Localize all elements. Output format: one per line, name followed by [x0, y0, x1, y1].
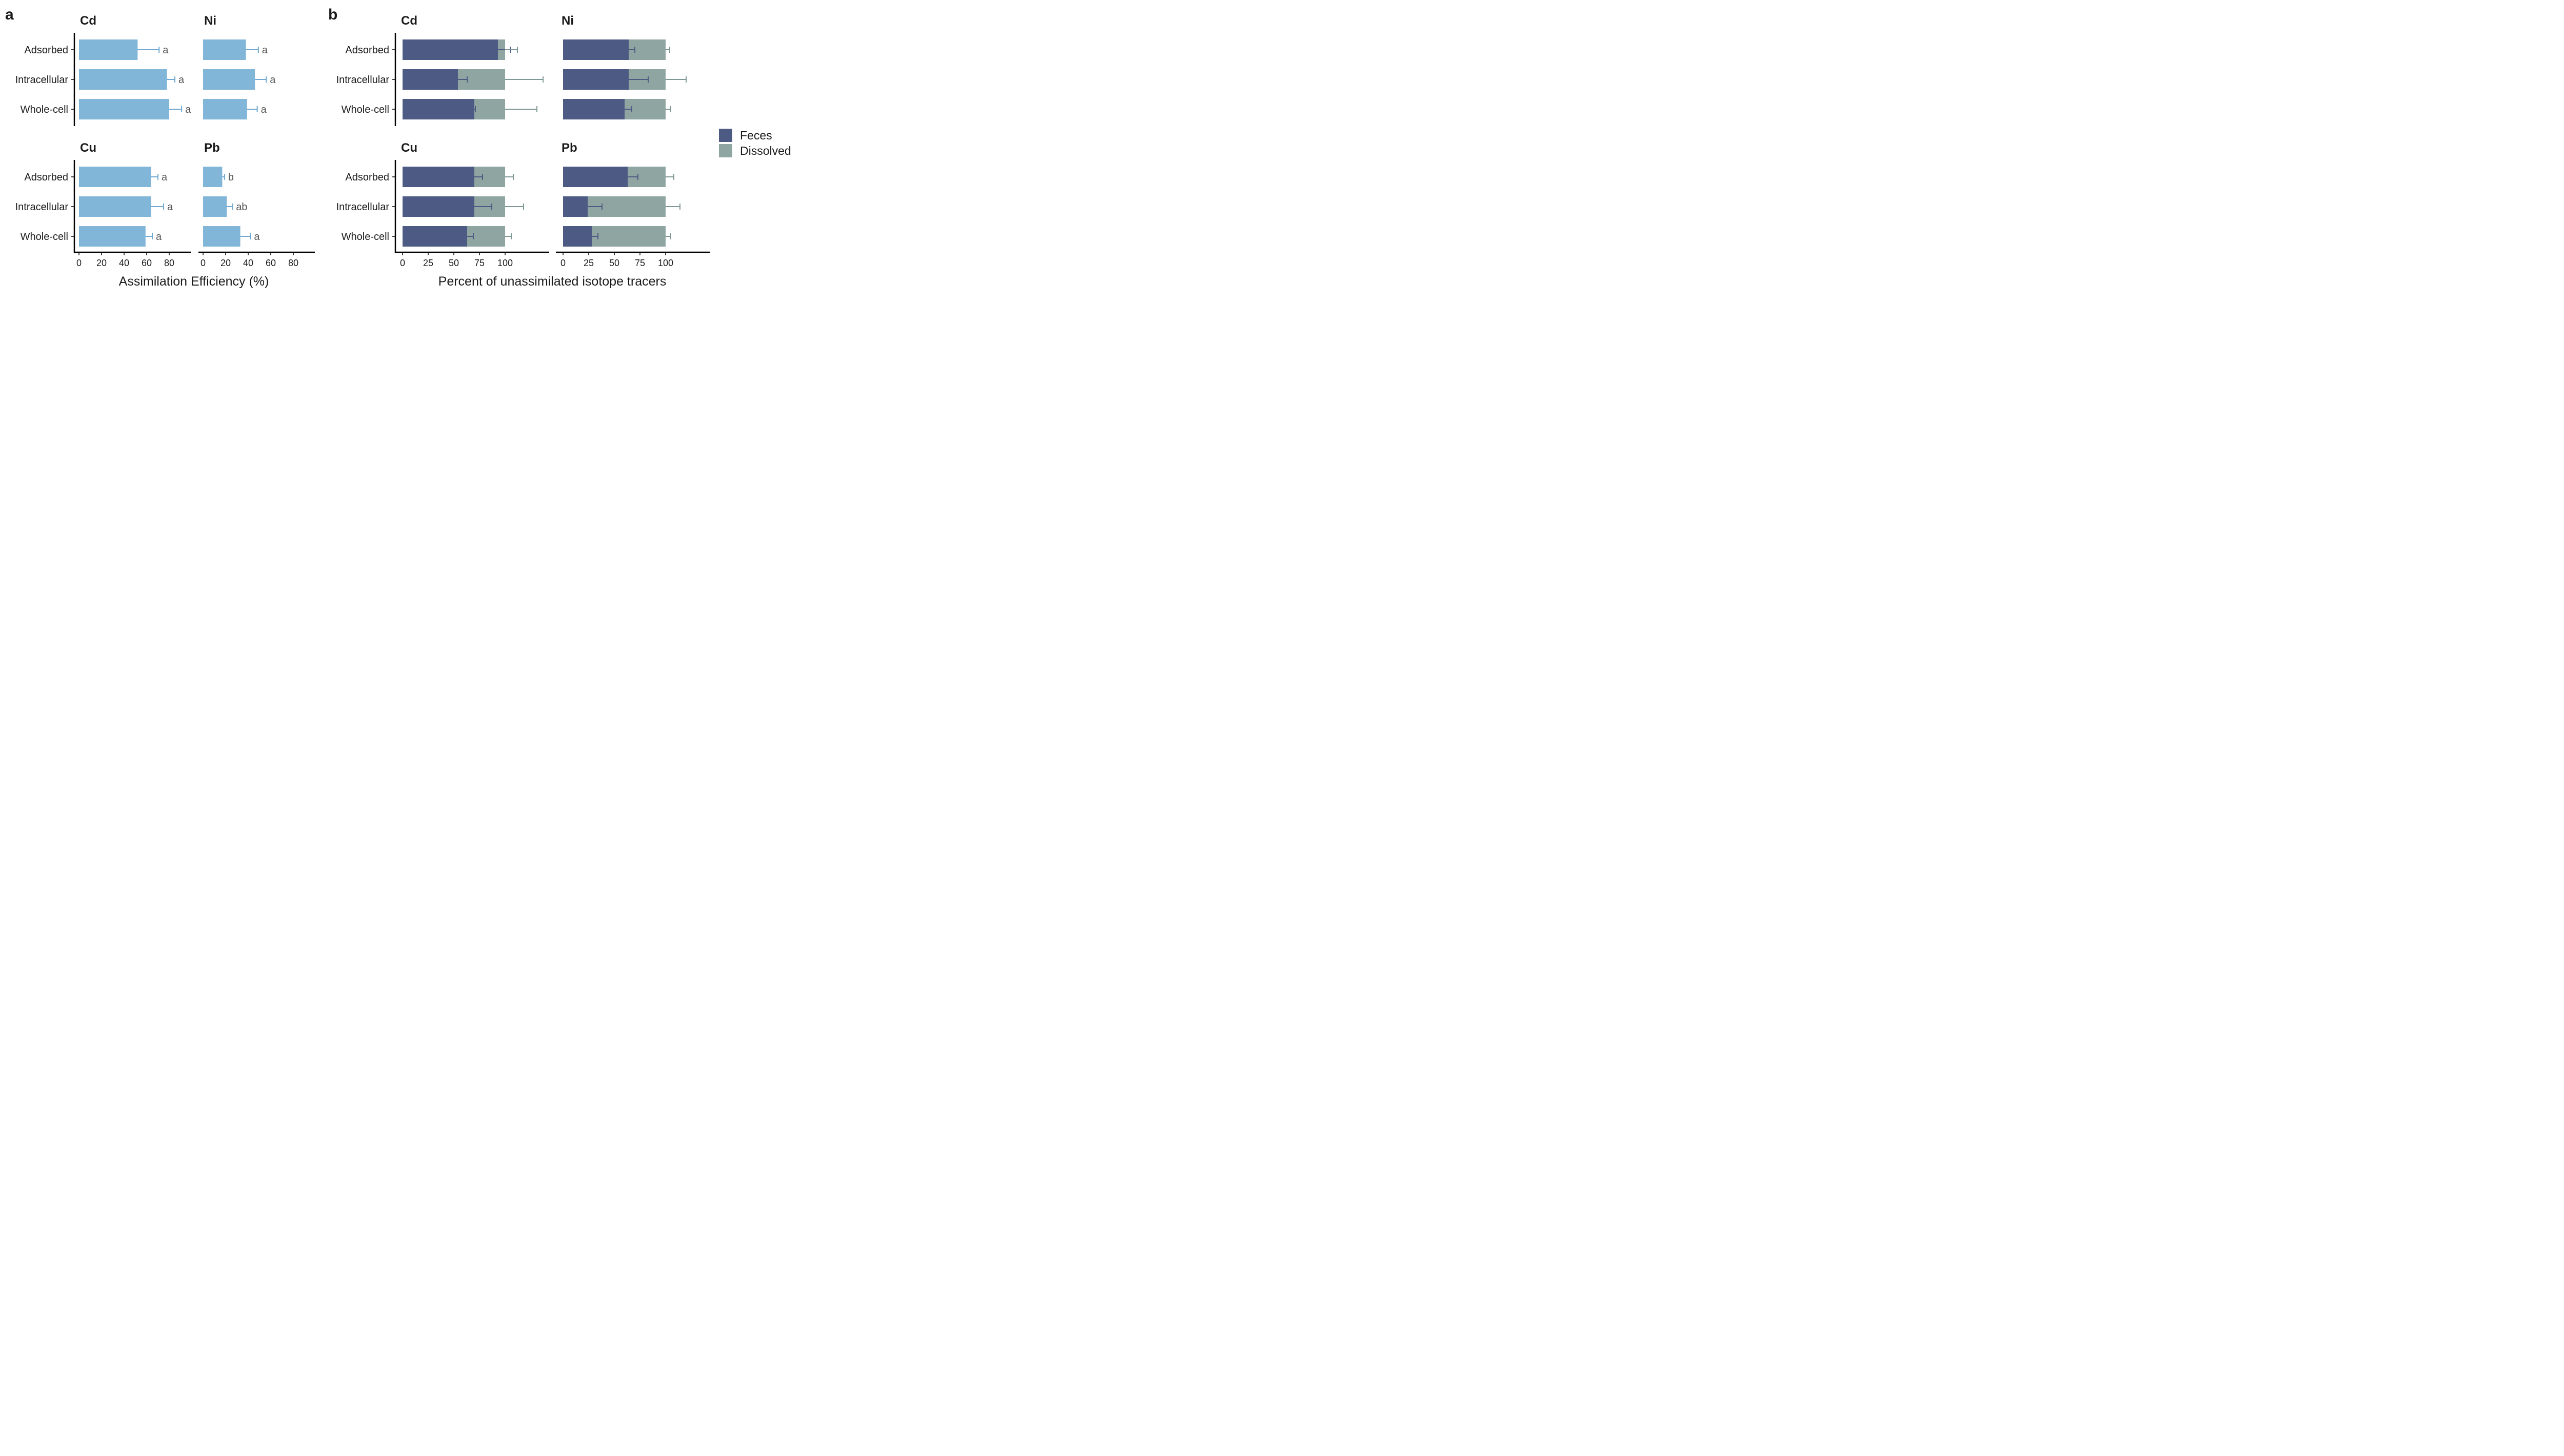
x-tick-label: 75: [635, 258, 645, 268]
panel-a-assimilation-efficiency: Cd Adsorbed Intracellular Whole-cell a a a Ni a a…: [15, 14, 315, 268]
facet-cd: Cd Adsorbed Intracellular Whole-cell: [336, 14, 544, 126]
facet-title-pb: Pb: [562, 141, 577, 155]
x-tick-label: 0: [400, 258, 405, 268]
facet-title-cu: Cu: [401, 141, 417, 155]
bar-adsorbed: [203, 39, 246, 60]
bar-intracellular: [203, 69, 255, 90]
x-tick-label: 50: [449, 258, 459, 268]
x-tick-label: 40: [119, 258, 129, 268]
facet-ni: Ni a a a: [203, 14, 276, 119]
y-tick-label-adsorbed: Adsorbed: [345, 45, 389, 56]
x-tick-label: 75: [474, 258, 485, 268]
legend-swatch-feces: [719, 129, 732, 142]
significance-letter-adsorbed: b: [228, 172, 234, 183]
legend: Feces Dissolved: [719, 129, 791, 157]
bar-feces-whole-cell: [403, 99, 474, 119]
significance-letter-whole-cell: a: [254, 231, 260, 242]
significance-letter-intracellular: ab: [236, 201, 247, 213]
bar-adsorbed: [79, 167, 151, 187]
bar-feces-adsorbed: [403, 39, 498, 60]
facet-title-cd: Cd: [401, 14, 417, 28]
significance-letter-intracellular: a: [167, 201, 173, 213]
facet-pb: Pb 0 25 50 75 100: [556, 141, 710, 268]
y-tick-label-adsorbed: Adsorbed: [345, 172, 389, 183]
x-tick-label: 25: [584, 258, 594, 268]
bar-whole-cell: [203, 99, 247, 119]
bar-whole-cell: [79, 99, 169, 119]
bar-feces-whole-cell: [563, 99, 625, 119]
x-tick-label: 60: [142, 258, 152, 268]
facet-title-pb: Pb: [204, 141, 220, 155]
bar-feces-intracellular: [563, 196, 588, 217]
x-tick-label: 40: [243, 258, 253, 268]
panel-label-b: b: [328, 6, 337, 23]
significance-letter-intracellular: a: [270, 74, 276, 86]
facet-title-cd: Cd: [80, 14, 96, 28]
y-tick-label-whole-cell: Whole-cell: [21, 104, 68, 115]
legend-label-dissolved: Dissolved: [740, 144, 791, 157]
y-tick-label-whole-cell: Whole-cell: [342, 104, 389, 115]
x-tick-label: 60: [266, 258, 276, 268]
significance-letter-whole-cell: a: [185, 104, 191, 115]
bar-feces-adsorbed: [563, 167, 628, 187]
bar-whole-cell: [203, 226, 241, 247]
significance-letter-intracellular: a: [178, 74, 185, 86]
bar-dissolved-whole-cell: [474, 99, 505, 119]
y-tick-label-whole-cell: Whole-cell: [21, 231, 68, 242]
facet-cu: Cu Adsorbed Intracellular Whole-cell a a a 0 20 4…: [15, 141, 191, 268]
bar-feces-intracellular: [403, 69, 458, 90]
facet-pb: Pb b ab a 0 20 40 60 80: [198, 141, 315, 268]
significance-letter-adsorbed: a: [262, 45, 268, 56]
y-tick-label-intracellular: Intracellular: [15, 74, 69, 86]
y-tick-label-whole-cell: Whole-cell: [342, 231, 389, 242]
x-axis-title-b: Percent of unassimilated isotope tracers: [438, 274, 667, 289]
x-tick-label: 80: [164, 258, 174, 268]
y-tick-label-adsorbed: Adsorbed: [24, 45, 68, 56]
significance-letter-adsorbed: a: [163, 45, 169, 56]
y-tick-label-adsorbed: Adsorbed: [24, 172, 68, 183]
facet-ni: Ni: [562, 14, 687, 119]
panel-b-unassimilated-tracers: Cd Adsorbed Intracellular Whole-cell Ni Cu Ads…: [336, 14, 710, 268]
bar-intracellular: [79, 196, 151, 217]
bar-adsorbed: [203, 167, 223, 187]
facet-cu: Cu Adsorbed Intracellular Whole-cell 0 25 50 75…: [336, 141, 549, 268]
x-tick-label: 80: [288, 258, 298, 268]
significance-letter-whole-cell: a: [156, 231, 162, 242]
facet-title-ni: Ni: [204, 14, 216, 28]
bar-intracellular: [79, 69, 167, 90]
bar-feces-intracellular: [563, 69, 629, 90]
bar-feces-intracellular: [403, 196, 474, 217]
bar-feces-whole-cell: [403, 226, 467, 247]
panel-label-a: a: [5, 6, 14, 23]
legend-label-feces: Feces: [740, 129, 772, 142]
x-axis-title-a: Assimilation Efficiency (%): [119, 274, 269, 289]
x-tick-label: 100: [658, 258, 673, 268]
significance-letter-whole-cell: a: [261, 104, 267, 115]
facet-title-cu: Cu: [80, 141, 96, 155]
y-tick-label-intracellular: Intracellular: [336, 201, 390, 213]
figure: Cd Adsorbed Intracellular Whole-cell a a a Ni a a…: [5, 6, 791, 289]
x-tick-label: 20: [221, 258, 231, 268]
bar-feces-adsorbed: [403, 167, 474, 187]
y-tick-label-intracellular: Intracellular: [336, 74, 390, 86]
x-tick-label: 25: [423, 258, 433, 268]
bar-feces-whole-cell: [563, 226, 592, 247]
facet-title-ni: Ni: [562, 14, 574, 28]
bar-dissolved-whole-cell: [592, 226, 666, 247]
legend-swatch-dissolved: [719, 144, 732, 157]
significance-letter-adsorbed: a: [162, 172, 168, 183]
x-tick-label: 0: [560, 258, 566, 268]
x-tick-label: 100: [497, 258, 513, 268]
bar-intracellular: [203, 196, 227, 217]
x-tick-label: 0: [76, 258, 82, 268]
y-tick-label-intracellular: Intracellular: [15, 201, 69, 213]
bar-adsorbed: [79, 39, 138, 60]
x-tick-label: 20: [96, 258, 107, 268]
x-tick-label: 50: [609, 258, 619, 268]
facet-cd: Cd Adsorbed Intracellular Whole-cell a a a: [15, 14, 191, 126]
bar-whole-cell: [79, 226, 146, 247]
bar-feces-adsorbed: [563, 39, 629, 60]
x-tick-label: 0: [201, 258, 206, 268]
